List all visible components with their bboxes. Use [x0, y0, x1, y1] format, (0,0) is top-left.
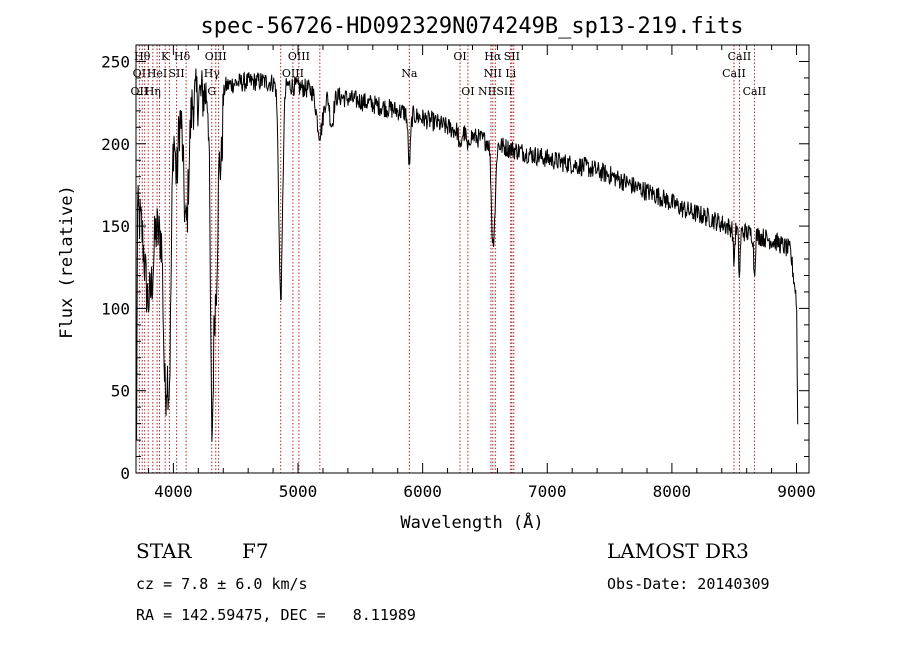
- x-tick-label: 4000: [154, 482, 193, 501]
- line-label-r1-0: Hθ: [134, 50, 151, 63]
- cz-readout: cz = 7.8 ± 6.0 km/s: [136, 575, 308, 593]
- line-label-r3-4: NIISII: [478, 85, 513, 98]
- line-label-r2-7: Li: [505, 67, 516, 80]
- y-tick-label: 250: [101, 52, 130, 71]
- chart-title: spec-56726-HD092329N074249B_sp13-219.fit…: [200, 14, 743, 39]
- y-tick-label: 50: [111, 382, 130, 401]
- line-label-r1-3: OIII: [205, 50, 227, 63]
- y-tick-label: 100: [101, 299, 130, 318]
- line-label-r1-8: CaII: [728, 50, 752, 63]
- spectrum-series-line: [136, 68, 799, 442]
- line-label-r3-3: OI: [461, 85, 474, 98]
- line-label-r2-1: HeI: [147, 67, 167, 80]
- line-label-r1-5: OI: [453, 50, 466, 63]
- x-axis-ticks: 4000 5000 6000 7000 8000 9000: [147, 45, 816, 501]
- subclass: F7: [242, 539, 269, 563]
- object-type: STAR: [136, 539, 192, 563]
- x-tick-label: 6000: [403, 482, 442, 501]
- line-label-r1-7: SII: [504, 50, 520, 63]
- x-tick-label: 7000: [528, 482, 567, 501]
- emission-line-markers: [138, 45, 755, 473]
- line-label-r3-0: OII: [131, 85, 149, 98]
- x-tick-label: 8000: [653, 482, 692, 501]
- line-label-r3-1: Hη: [145, 85, 161, 98]
- line-label-r1-2: Hδ: [174, 50, 191, 63]
- x-tick-label: 5000: [279, 482, 318, 501]
- y-tick-label: 0: [120, 464, 130, 483]
- line-label-r1-1: K: [161, 50, 170, 63]
- line-label-r2-4: OIII: [282, 67, 304, 80]
- x-tick-label: 9000: [777, 482, 816, 501]
- coordinates: RA = 142.59475, DEC = 8.11989: [136, 606, 416, 624]
- line-label-r2-2: SII: [169, 67, 185, 80]
- line-label-r2-3: Hγ: [204, 67, 221, 80]
- x-axis-label: Wavelength (Å): [400, 511, 543, 533]
- y-tick-label: 200: [101, 135, 130, 154]
- y-axis-ticks: 0 50 100 150 200 250: [101, 44, 809, 483]
- line-label-r2-8: CaII: [722, 67, 746, 80]
- y-axis-label: Flux (relative): [57, 185, 77, 339]
- line-label-r2-5: Na: [401, 67, 418, 80]
- line-label-r3-5: CaII: [743, 85, 767, 98]
- obs-date: Obs-Date: 20140309: [607, 575, 770, 593]
- line-label-r2-6: NII: [484, 67, 502, 80]
- survey-name: LAMOST DR3: [607, 539, 749, 563]
- line-label-r1-4: OIII: [288, 50, 310, 63]
- line-label-r1-6: Hα: [484, 50, 502, 63]
- y-tick-label: 150: [101, 217, 130, 236]
- line-label-r3-2: G: [207, 85, 216, 98]
- plot-frame: [135, 44, 810, 474]
